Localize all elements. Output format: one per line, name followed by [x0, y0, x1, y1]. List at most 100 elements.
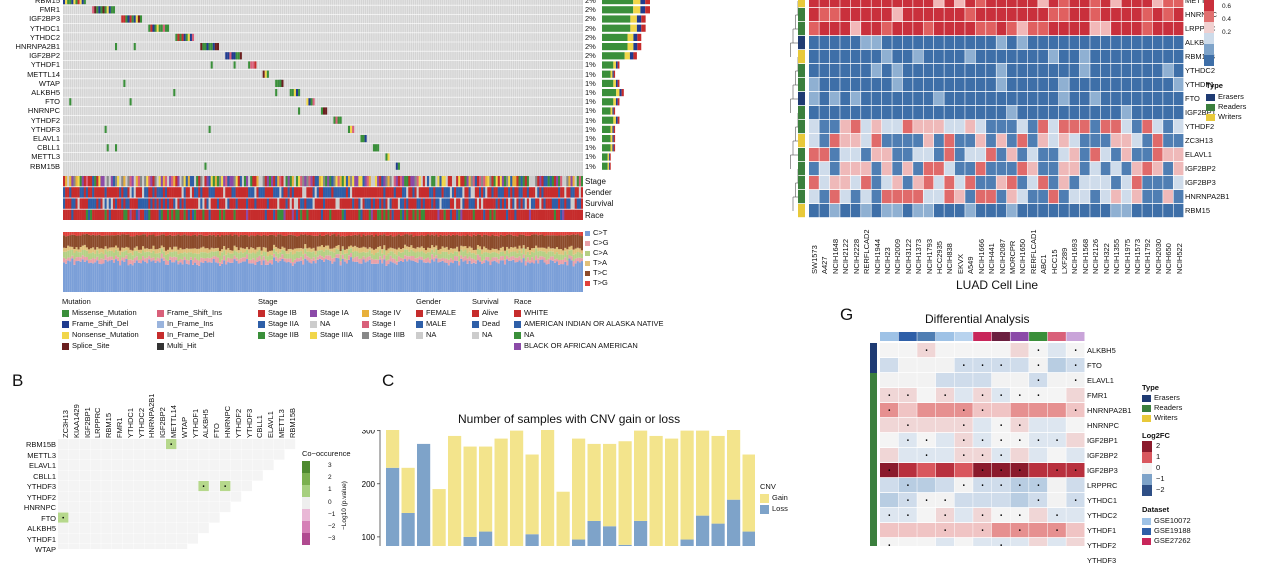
mutation-legend-swatch — [62, 331, 69, 339]
differential-heatmap-cell — [1010, 403, 1029, 418]
cellline-row-label: YTHDF1 — [1185, 80, 1215, 89]
clinical-track-cell — [339, 187, 342, 198]
cooccur-cell — [155, 460, 166, 471]
substitution-segment — [131, 265, 134, 292]
substitution-segment — [110, 232, 113, 236]
gene-label: CBLL1 — [37, 143, 60, 153]
substitution-segment — [208, 258, 211, 263]
cooccur-cell — [101, 439, 112, 450]
cellline-heatmap-cell — [975, 22, 986, 36]
clinical-track-cell — [148, 209, 151, 220]
substitution-segment — [146, 248, 149, 252]
substitution-segment — [570, 256, 573, 261]
mutation-cell — [291, 89, 294, 97]
clinical-track-cell — [547, 176, 550, 187]
cellline-heatmap-cell — [996, 120, 1007, 134]
clinical-track-cell — [156, 209, 159, 220]
clinical-track-cell — [485, 176, 488, 187]
substitution-segment — [142, 260, 145, 292]
substitution-segment — [499, 260, 502, 292]
substitution-segment — [416, 251, 419, 258]
cnv-gain-bar — [386, 430, 400, 468]
cellline-heatmap-cell — [861, 190, 871, 204]
cellline-col-label: HCC15 — [1049, 249, 1059, 274]
gender-legend-swatch — [416, 309, 423, 317]
substitution-segment — [312, 232, 315, 236]
substitution-segment — [522, 254, 525, 259]
substitution-segment — [75, 232, 78, 236]
cellline-heatmap-cell — [965, 0, 976, 8]
cooccur-cell — [166, 449, 177, 460]
substitution-segment — [175, 257, 178, 261]
differential-type-cell — [870, 403, 877, 418]
substitution-segment — [281, 258, 284, 292]
clinical-track-cell — [133, 187, 136, 198]
substitution-segment — [277, 253, 280, 259]
cooccur-legend-step — [302, 521, 310, 533]
substitution-segment — [308, 251, 311, 258]
clinical-track-cell — [533, 198, 536, 209]
clinical-track-cell — [543, 209, 546, 220]
substitution-segment — [189, 259, 192, 292]
substitution-segment — [152, 260, 155, 292]
substitution-segment — [499, 251, 502, 257]
substitution-segment — [308, 232, 311, 236]
differential-heatmap-cell — [1066, 418, 1085, 433]
clinical-track-cell — [125, 176, 128, 187]
mutation-cell — [277, 79, 280, 87]
significance-dot: • — [1019, 529, 1021, 535]
clinical-track-cell — [356, 198, 359, 209]
substitution-segment — [125, 246, 128, 251]
cellline-type-cell — [798, 204, 805, 218]
cellline-heatmap-cell — [996, 64, 1007, 78]
cnv-legend-title: CNV — [760, 482, 776, 491]
clinical-track-cell — [470, 209, 473, 220]
cooccur-hit-cell — [198, 481, 209, 492]
clinical-track-cell — [246, 187, 249, 198]
substitution-segment — [447, 234, 450, 250]
cooccur-cell — [112, 544, 123, 549]
differential-title: Differential Analysis — [925, 312, 1030, 326]
substitution-segment — [77, 260, 80, 292]
cellline-heatmap-cell — [996, 176, 1007, 190]
substitution-segment — [451, 234, 455, 249]
gender-legend-label: NA — [426, 330, 437, 339]
clinical-track-cell — [553, 209, 557, 220]
clinical-track-cell — [474, 209, 478, 220]
clinical-track-cell — [472, 198, 476, 209]
substitution-segment — [137, 249, 140, 253]
clinical-track-cell — [449, 209, 453, 220]
substitution-segment — [429, 252, 432, 260]
substitution-segment — [329, 235, 332, 249]
clinical-track-cell — [142, 209, 145, 220]
race-legend-item: AMERICAN INDIAN OR ALASKA NATIVE — [514, 319, 663, 328]
substitution-segment — [520, 258, 523, 263]
clinical-track-cell — [512, 187, 515, 198]
clinical-track-cell — [310, 187, 313, 198]
substitution-segment — [275, 256, 278, 261]
substitution-segment — [298, 261, 301, 292]
substitution-segment — [164, 250, 167, 255]
substitution-segment — [106, 261, 109, 292]
cellline-heatmap-cell — [1017, 190, 1028, 204]
differential-heatmap-cell — [898, 358, 917, 373]
substitution-segment — [368, 235, 371, 248]
substitution-segment — [142, 250, 145, 257]
mutation-cell — [187, 33, 190, 41]
cellline-heatmap-cell — [1006, 50, 1017, 64]
clinical-track-cell — [243, 187, 247, 198]
cellline-heatmap-cell — [1048, 162, 1059, 176]
cooccur-cell — [198, 502, 209, 513]
cooccur-cell — [58, 460, 69, 471]
differential-heatmap-cell — [991, 358, 1010, 373]
cellline-heatmap-cell — [1038, 190, 1048, 204]
substitution-segment — [576, 257, 579, 262]
clinical-track-cell — [150, 187, 153, 198]
cooccur-cell — [68, 523, 80, 534]
substitution-segment — [399, 260, 403, 292]
substitution-segment — [493, 260, 496, 292]
mutation-cell — [204, 162, 207, 170]
cellline-heatmap-cell — [1142, 78, 1153, 92]
substitution-segment — [275, 246, 278, 252]
cellline-heatmap-cell — [881, 78, 892, 92]
